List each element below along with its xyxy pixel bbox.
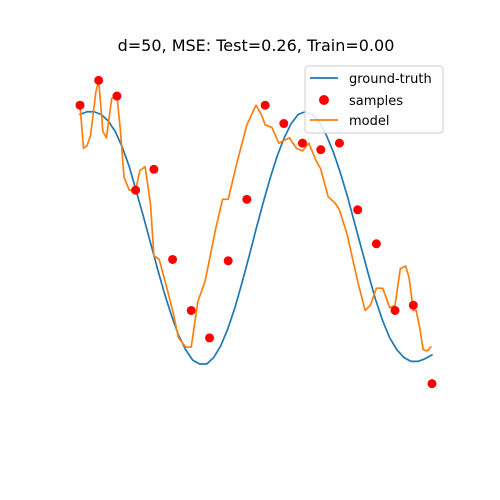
legend-samples-label: samples [349, 94, 403, 109]
ground-truth-series [79, 110, 433, 365]
model-line [79, 79, 432, 352]
sample-point [260, 100, 270, 110]
sample-point [149, 164, 159, 174]
sample-point [205, 333, 215, 343]
sample-point [353, 205, 363, 215]
legend-model-label: model [349, 114, 389, 129]
sample-point [94, 75, 104, 85]
sample-point [390, 305, 400, 315]
sample-point [316, 145, 326, 155]
sample-point [75, 100, 85, 110]
sample-point [427, 379, 437, 389]
legend: ground-truth samples model [304, 65, 444, 134]
sample-point [131, 185, 141, 195]
samples-series [75, 75, 437, 389]
sample-point [223, 256, 233, 266]
sample-point [112, 91, 122, 101]
sample-point [242, 194, 252, 204]
chart-title: d=50, MSE: Test=0.26, Train=0.00 [118, 36, 395, 55]
sample-point [279, 119, 289, 129]
model-series [79, 79, 432, 352]
sample-point [371, 239, 381, 249]
plot-area [75, 75, 437, 389]
ground-truth-line [79, 110, 433, 365]
sample-point [168, 254, 178, 264]
sample-point [408, 300, 418, 310]
sample-point [334, 138, 344, 148]
sample-point [186, 305, 196, 315]
sample-point [297, 138, 307, 148]
legend-samples-swatch [319, 95, 329, 105]
legend-ground-truth-label: ground-truth [349, 72, 432, 87]
legend-box [304, 65, 444, 134]
